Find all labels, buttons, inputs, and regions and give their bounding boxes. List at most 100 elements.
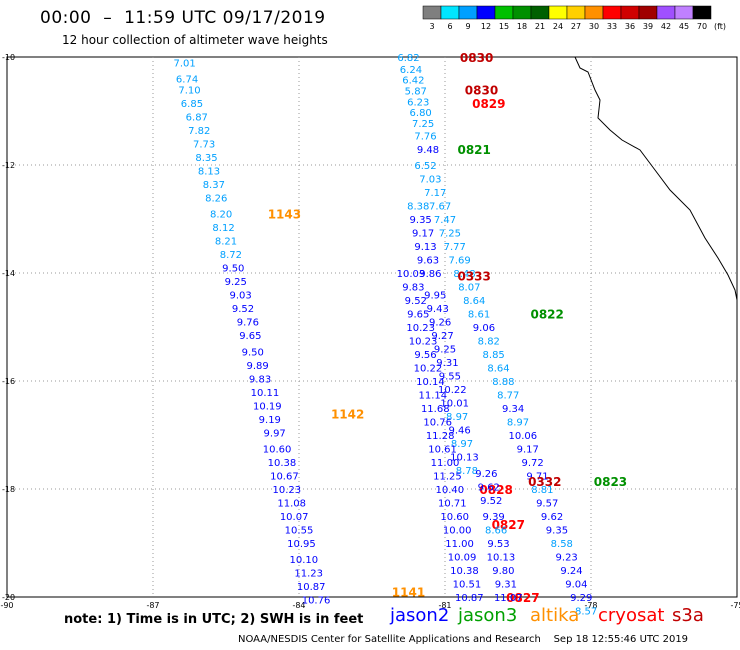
swh-value: 7.25 xyxy=(412,119,434,130)
swh-value: 10.14 xyxy=(416,377,445,388)
units-note: note: 1) Time is in UTC; 2) SWH is in fe… xyxy=(64,612,364,627)
colorbar-label: 33 xyxy=(606,22,618,31)
swh-value: 6.80 xyxy=(410,108,432,119)
swh-value: 9.46 xyxy=(448,426,470,437)
swh-value: 10.06 xyxy=(509,431,538,442)
swh-value: 8.58 xyxy=(551,539,573,550)
swh-value: 8.64 xyxy=(463,296,485,307)
lat-lon-grid xyxy=(7,57,737,597)
swh-value: 10.11 xyxy=(251,388,280,399)
swh-value: 8.20 xyxy=(210,210,232,221)
swh-value: 7.77 xyxy=(444,242,466,253)
x-tick-label: -84 xyxy=(292,601,305,610)
swh-value: 9.43 xyxy=(427,304,449,315)
swh-value: 9.17 xyxy=(412,229,434,240)
satellite-legend-item: jason2 xyxy=(390,605,450,626)
swh-value: 9.24 xyxy=(560,566,582,577)
colorbar-swatch xyxy=(674,5,694,20)
page-subtitle: 12 hour collection of altimeter wave hei… xyxy=(62,33,328,47)
swh-value: 8.72 xyxy=(220,250,242,261)
swh-value: 9.25 xyxy=(225,277,247,288)
swh-value: 9.52 xyxy=(405,296,427,307)
swh-value: 10.19 xyxy=(253,401,282,412)
swh-value: 9.29 xyxy=(570,593,592,604)
y-tick-label: -10 xyxy=(2,53,15,62)
colorbar-swatch xyxy=(548,5,568,20)
swh-value: 9.50 xyxy=(222,264,244,275)
swh-value: 10.13 xyxy=(487,553,516,564)
swh-value: 10.67 xyxy=(270,472,299,483)
swh-value: 9.26 xyxy=(475,469,497,480)
swh-value: 8.12 xyxy=(212,223,234,234)
swh-value: 9.86 xyxy=(419,269,441,280)
x-tick-label: -75 xyxy=(730,601,740,610)
swh-value: 10.23 xyxy=(406,323,435,334)
colorbar-swatch xyxy=(530,5,550,20)
swh-value: 10.51 xyxy=(453,580,482,591)
swh-value: 10.71 xyxy=(438,499,467,510)
x-tick-label: -87 xyxy=(146,601,159,610)
swh-value: 9.62 xyxy=(478,482,500,493)
swh-value: 10.87 xyxy=(297,582,326,593)
y-tick-label: -16 xyxy=(2,377,15,386)
swh-value: 8.57 xyxy=(575,607,597,618)
swh-value: 10.01 xyxy=(440,399,469,410)
swh-value: 9.35 xyxy=(410,215,432,226)
swh-value: 7.01 xyxy=(174,58,196,69)
swh-value: 9.89 xyxy=(247,361,269,372)
colorbar-swatch xyxy=(458,5,478,20)
time-label: 0830 xyxy=(460,51,493,65)
colorbar-swatch xyxy=(494,5,514,20)
swh-value: 10.60 xyxy=(440,512,469,523)
swh-value: 9.80 xyxy=(492,566,514,577)
swh-value: 9.50 xyxy=(242,347,264,358)
swh-value: 9.39 xyxy=(483,512,505,523)
swh-value: 9.27 xyxy=(431,331,453,342)
swh-value: 6.87 xyxy=(186,112,208,123)
time-label: 0822 xyxy=(530,308,563,322)
swh-value: 11.00 xyxy=(431,458,460,469)
swh-value: 7.69 xyxy=(448,256,470,267)
swh-value: 7.76 xyxy=(414,131,436,142)
swh-value: 9.52 xyxy=(480,496,502,507)
swh-value: 9.34 xyxy=(502,404,524,415)
swh-value: 11.08 xyxy=(277,499,306,510)
swh-value: 9.31 xyxy=(495,580,517,591)
satellite-legend-item: altika xyxy=(530,605,580,626)
swh-value: 9.83 xyxy=(249,374,271,385)
swh-value: 10.07 xyxy=(280,512,309,523)
colorbar-labels: 3 6 9 12 15 18 21 24 27 30 33 36 39 42 45 70 (ft) xyxy=(420,22,732,32)
swh-value: 8.13 xyxy=(198,166,220,177)
swh-value: 10.76 xyxy=(423,418,452,429)
colorbar-swatch xyxy=(566,5,586,20)
swh-value: 8.97 xyxy=(507,418,529,429)
swh-value: 9.31 xyxy=(436,358,458,369)
swh-value: 9.95 xyxy=(424,291,446,302)
swh-value: 9.71 xyxy=(526,472,548,483)
swh-value: 9.72 xyxy=(521,458,543,469)
swh-value: 6.24 xyxy=(400,65,422,76)
colorbar-label: 3 xyxy=(429,22,435,31)
swh-value: 10.22 xyxy=(414,364,443,375)
colorbar-label: 30 xyxy=(588,22,600,31)
swh-value: 9.13 xyxy=(414,242,436,253)
swh-value: 11.00 xyxy=(445,539,474,550)
colorbar-label: 36 xyxy=(624,22,636,31)
colorbar-swatch xyxy=(692,5,712,20)
x-tick-label: -81 xyxy=(438,601,451,610)
swh-value: 6.23 xyxy=(407,97,429,108)
swh-value: 8.61 xyxy=(468,310,490,321)
colorbar-label: (ft) xyxy=(713,22,727,31)
swh-value: 10.55 xyxy=(285,526,314,537)
swh-value: 10.60 xyxy=(263,445,292,456)
time-label: 0830 xyxy=(465,83,498,97)
swh-value: 9.97 xyxy=(264,428,286,439)
swh-value: 8.21 xyxy=(215,237,237,248)
page-title: 00:00 – 11:59 UTC 09/17/2019 xyxy=(40,8,326,28)
swh-value: 8.88 xyxy=(492,377,514,388)
swh-value: 7.17 xyxy=(424,188,446,199)
colorbar-label: 18 xyxy=(516,22,528,31)
colorbar-swatch xyxy=(602,5,622,20)
swh-value: 8.37 xyxy=(203,180,225,191)
